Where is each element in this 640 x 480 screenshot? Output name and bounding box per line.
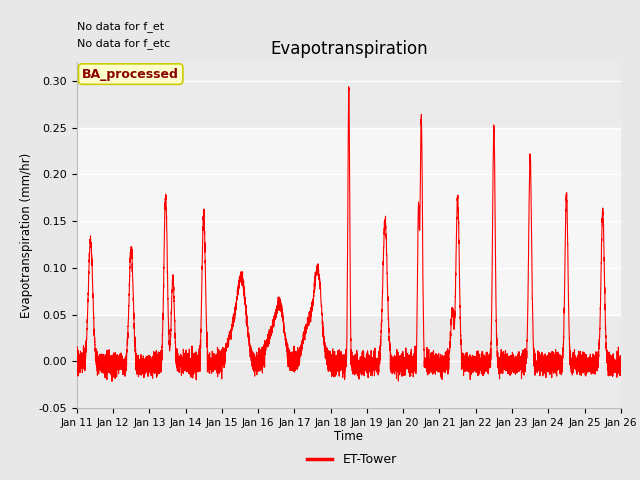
Title: Evapotranspiration: Evapotranspiration [270, 40, 428, 58]
Y-axis label: Evapotranspiration (mm/hr): Evapotranspiration (mm/hr) [20, 153, 33, 318]
Bar [77, 128, 621, 221]
Text: BA_processed: BA_processed [82, 68, 179, 81]
Text: No data for f_et: No data for f_et [77, 21, 164, 32]
Legend: ET-Tower: ET-Tower [302, 448, 402, 471]
X-axis label: Time: Time [334, 431, 364, 444]
Text: No data for f_etc: No data for f_etc [77, 38, 170, 49]
Bar [77, 221, 621, 314]
